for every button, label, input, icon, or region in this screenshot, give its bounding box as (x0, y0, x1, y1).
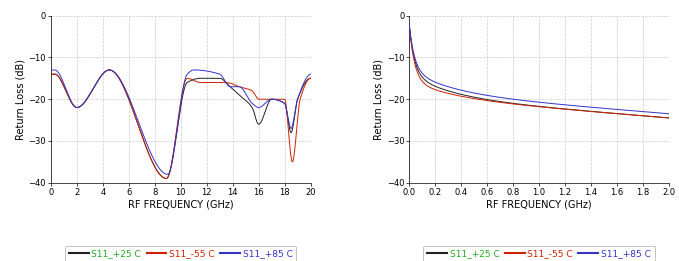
Y-axis label: Return Loss (dB): Return Loss (dB) (16, 59, 26, 140)
X-axis label: RF FREQUENCY (GHz): RF FREQUENCY (GHz) (486, 199, 592, 209)
Legend: S11_+25 C, S11_-55 C, S11_+85 C: S11_+25 C, S11_-55 C, S11_+85 C (424, 246, 655, 261)
Legend: S11_+25 C, S11_-55 C, S11_+85 C: S11_+25 C, S11_-55 C, S11_+85 C (65, 246, 296, 261)
X-axis label: RF FREQUENCY (GHz): RF FREQUENCY (GHz) (128, 199, 234, 209)
Y-axis label: Return Loss (dB): Return Loss (dB) (374, 59, 384, 140)
